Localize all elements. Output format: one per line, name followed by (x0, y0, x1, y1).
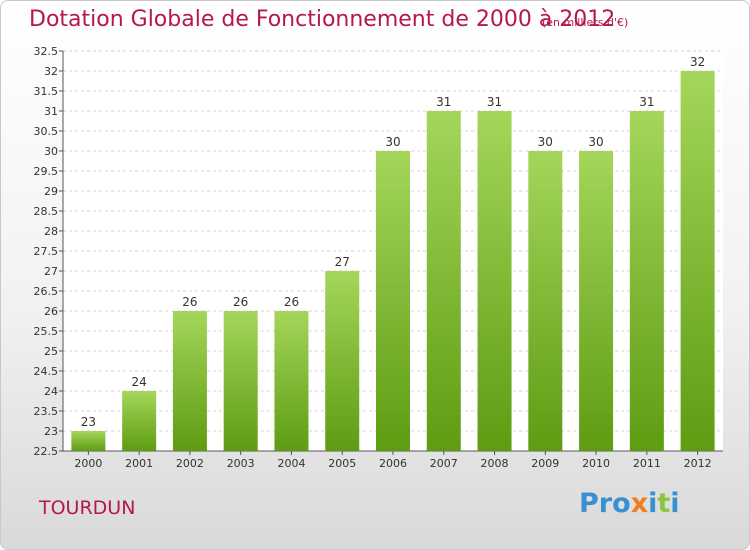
x-tick-label-2002: 2002 (176, 457, 204, 470)
y-tick-label: 23 (44, 425, 58, 438)
y-tick-label: 31.5 (34, 85, 59, 98)
data-label-2002: 26 (182, 295, 197, 309)
x-tick-label-2005: 2005 (328, 457, 356, 470)
bar-2000 (71, 431, 106, 451)
y-tick-label: 28.5 (34, 205, 59, 218)
data-label-2003: 26 (233, 295, 248, 309)
chart-subtitle: (en milliers d'€) (542, 16, 629, 29)
y-tick-label: 29.5 (34, 165, 59, 178)
data-label-2009: 30 (538, 135, 553, 149)
x-tick-label-2010: 2010 (582, 457, 610, 470)
bar-2009 (528, 151, 563, 451)
bar-2008 (477, 111, 512, 451)
x-tick-label-2003: 2003 (227, 457, 255, 470)
data-label-2005: 27 (335, 255, 350, 269)
data-label-2011: 31 (639, 95, 654, 109)
y-tick-label: 32 (44, 65, 58, 78)
y-tick-label: 32.5 (34, 45, 59, 58)
y-tick-label: 25 (44, 345, 58, 358)
y-tick-label: 25.5 (34, 325, 59, 338)
bar-2007 (426, 111, 461, 451)
logo-letter: r (598, 488, 613, 519)
y-tick-label: 22.5 (34, 445, 59, 458)
y-tick-label: 24.5 (34, 365, 59, 378)
bar-2006 (376, 151, 410, 451)
x-tick-label-2007: 2007 (430, 457, 458, 470)
bar-2010 (579, 151, 614, 451)
proxiti-logo[interactable]: Proxiti (579, 488, 680, 519)
data-label-2001: 24 (132, 375, 147, 389)
bar-2004 (274, 311, 309, 451)
x-tick-label-2012: 2012 (684, 457, 712, 470)
x-tick-label-2001: 2001 (125, 457, 153, 470)
x-tick-label-2009: 2009 (531, 457, 559, 470)
data-label-2010: 30 (588, 135, 603, 149)
data-label-2012: 32 (690, 55, 705, 69)
logo-letter: o (612, 488, 631, 519)
data-label-2004: 26 (284, 295, 299, 309)
logo-letter: i (648, 488, 658, 519)
y-tick-label: 31 (44, 105, 58, 118)
x-tick-label-2008: 2008 (481, 457, 509, 470)
y-tick-label: 26 (44, 305, 58, 318)
bar-2011 (629, 111, 664, 451)
commune-name: TOURDUN (39, 497, 136, 519)
y-tick-label: 30 (44, 145, 58, 158)
y-tick-label: 26.5 (34, 285, 59, 298)
bar-2003 (223, 311, 258, 451)
y-tick-label: 23.5 (34, 405, 59, 418)
logo-letter: P (579, 488, 599, 519)
chart-title: Dotation Globale de Fonctionnement de 20… (29, 7, 616, 32)
x-tick-label-2004: 2004 (277, 457, 305, 470)
x-tick-label-2011: 2011 (633, 457, 661, 470)
bar-2001 (122, 391, 157, 451)
y-tick-label: 27 (44, 265, 58, 278)
data-label-2006: 30 (385, 135, 400, 149)
logo-letter: x (630, 488, 649, 519)
x-tick-label-2000: 2000 (74, 457, 102, 470)
bar-2002 (172, 311, 207, 451)
y-tick-label: 27.5 (34, 245, 59, 258)
logo-letter: i (670, 488, 680, 519)
bar-2005 (325, 271, 360, 451)
y-tick-label: 28 (44, 225, 58, 238)
data-label-2000: 23 (81, 415, 96, 429)
y-tick-label: 30.5 (34, 125, 59, 138)
bar-2012 (680, 71, 715, 451)
y-tick-label: 29 (44, 185, 58, 198)
data-label-2008: 31 (487, 95, 502, 109)
x-tick-label-2006: 2006 (379, 457, 407, 470)
data-label-2007: 31 (436, 95, 451, 109)
y-tick-label: 24 (44, 385, 58, 398)
logo-letter: t (657, 488, 671, 519)
